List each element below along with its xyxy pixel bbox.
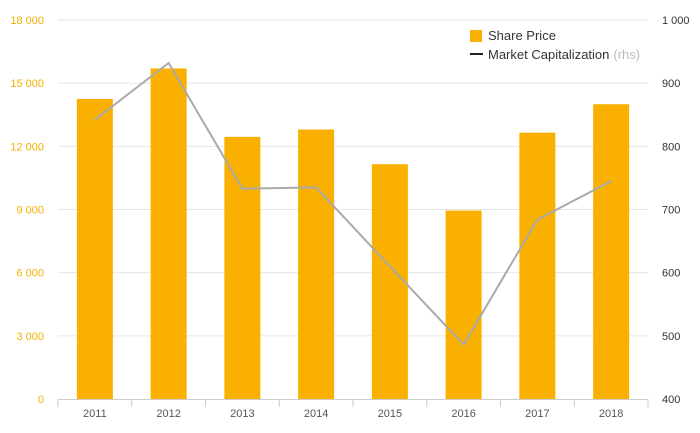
point-market-capitalization bbox=[536, 218, 539, 221]
y-right-tick-label: 500 bbox=[662, 331, 680, 343]
bar-share-price bbox=[445, 210, 482, 399]
legend-label-share-price: Share Price bbox=[488, 28, 556, 43]
legend-swatch-market-cap bbox=[470, 53, 483, 55]
point-market-capitalization bbox=[315, 186, 317, 189]
x-tick-label: 2016 bbox=[451, 408, 475, 420]
y-right-tick-label: 1 000 bbox=[662, 15, 690, 27]
x-tick-label: 2011 bbox=[83, 408, 107, 420]
y-left-tick-label: 18 000 bbox=[10, 15, 44, 27]
point-market-capitalization bbox=[610, 180, 612, 182]
legend-label-market-cap: Market Capitalization bbox=[488, 47, 609, 62]
bar-share-price bbox=[150, 68, 187, 399]
market-cap-line bbox=[94, 61, 612, 347]
point-market-capitalization bbox=[241, 187, 244, 190]
gridlines bbox=[58, 19, 648, 337]
x-tick-label: 2015 bbox=[378, 408, 402, 420]
x-tick-label: 2012 bbox=[156, 408, 180, 420]
point-market-capitalization bbox=[462, 343, 465, 346]
bar-share-price bbox=[76, 98, 113, 399]
bar-share-price bbox=[593, 104, 630, 399]
x-tick-label: 2017 bbox=[525, 408, 549, 420]
y-left-tick-label: 15 000 bbox=[10, 78, 44, 90]
legend: Share Price Market Capitalization (rhs) bbox=[470, 28, 640, 62]
point-market-capitalization bbox=[94, 119, 96, 121]
y-right-tick-label: 800 bbox=[662, 141, 680, 153]
bar-share-price bbox=[519, 132, 556, 399]
bar-share-price bbox=[371, 164, 408, 399]
bar-share-price bbox=[224, 136, 261, 399]
legend-label-market-cap-group: Market Capitalization (rhs) bbox=[488, 47, 640, 62]
right-y-axis: 400 500 600 700 800 900 1 000 bbox=[662, 15, 690, 406]
y-left-tick-label: 9 000 bbox=[16, 205, 44, 217]
x-axis: 2011 2012 2013 2014 2015 2016 2017 2018 bbox=[57, 399, 649, 420]
y-right-tick-label: 600 bbox=[662, 268, 680, 280]
y-right-tick-label: 900 bbox=[662, 78, 680, 90]
left-y-axis: 0 3 000 6 000 9 000 12 000 15 000 18 000 bbox=[10, 15, 44, 406]
legend-swatch-share-price bbox=[470, 30, 482, 42]
y-left-tick-label: 0 bbox=[38, 394, 44, 406]
legend-label-rhs-note: (rhs) bbox=[613, 47, 640, 62]
x-tick-label: 2018 bbox=[599, 408, 623, 420]
point-market-capitalization bbox=[167, 62, 170, 64]
bar-share-price bbox=[298, 129, 335, 399]
y-right-tick-label: 700 bbox=[662, 205, 680, 217]
x-tick-label: 2013 bbox=[230, 408, 254, 420]
x-tick-label: 2014 bbox=[304, 408, 328, 420]
y-left-tick-label: 12 000 bbox=[10, 141, 44, 153]
y-left-tick-label: 6 000 bbox=[16, 268, 44, 280]
line-market-capitalization bbox=[94, 61, 612, 347]
y-left-tick-label: 3 000 bbox=[16, 331, 44, 343]
y-right-tick-label: 400 bbox=[662, 394, 680, 406]
share-price-bars bbox=[76, 68, 630, 399]
point-market-capitalization bbox=[389, 265, 391, 268]
